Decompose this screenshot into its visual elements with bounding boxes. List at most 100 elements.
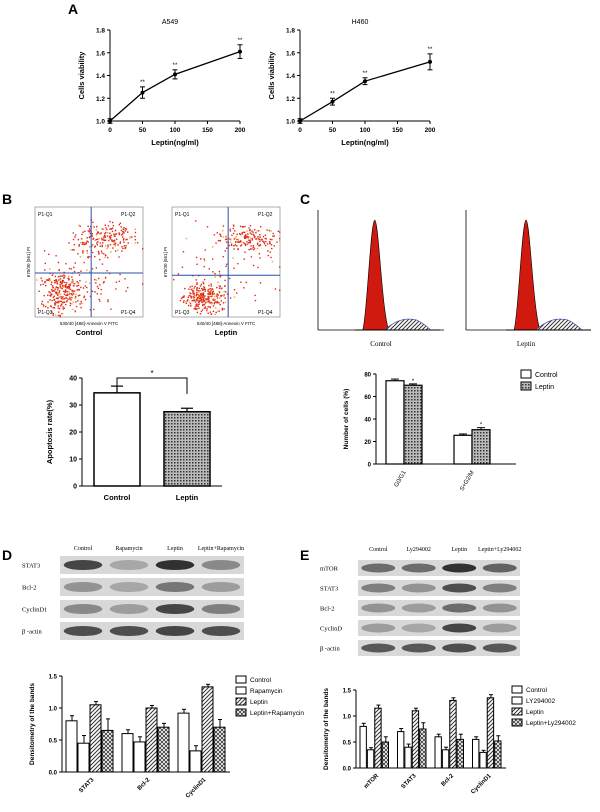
flow-event-dot [112, 247, 114, 249]
flow-event-dot [269, 242, 271, 244]
flow-event-dot [270, 230, 272, 232]
significance-mark: ** [330, 91, 335, 97]
flow-event-dot [55, 314, 57, 316]
flow-event-dot [122, 238, 125, 240]
flow-event-dot [84, 243, 87, 245]
y-tick-label: 80 [364, 373, 371, 379]
flow-event-dot [91, 268, 94, 270]
g1-peak [362, 219, 390, 331]
data-point [140, 90, 145, 95]
bar [189, 750, 202, 773]
flow-event-dot [194, 301, 197, 303]
flow-event-dot [64, 291, 66, 293]
flow-event-dot [41, 280, 43, 282]
flow-event-dot [253, 228, 256, 231]
x-tick-label: Bcl-2 [441, 773, 456, 788]
flow-event-dot [70, 268, 73, 270]
legend-swatch [235, 708, 247, 717]
flow-event-dot [126, 238, 128, 241]
flow-event-dot [80, 306, 82, 309]
flow-event-dot [269, 240, 271, 243]
legend-swatch [520, 381, 532, 391]
flow-event-dot [114, 242, 117, 245]
bar [121, 733, 134, 773]
flow-event-dot [75, 305, 78, 308]
flow-event-dot [218, 287, 221, 289]
flow-event-dot [82, 250, 84, 252]
apoptosis-bar-chart: 0 10 20 30 40 Apoptosis rate(%) Control Leptin * [45, 369, 222, 502]
flow-event-dot [66, 291, 69, 293]
flow-event-dot [47, 294, 49, 297]
y-tick-label: 0.5 [49, 739, 58, 745]
flow-event-dot [50, 283, 52, 286]
flow-event-dot [211, 258, 214, 260]
flow-event-dot [68, 293, 71, 295]
legend-swatch [235, 697, 247, 706]
flow-event-dot [199, 258, 202, 260]
flow-event-dot [259, 244, 261, 247]
flow-event-dot [57, 292, 60, 295]
flow-event-dot [263, 241, 265, 243]
flow-event-dot [57, 314, 60, 317]
flow-event-dot [89, 309, 92, 311]
flow-event-dot [77, 253, 79, 255]
flow-event-dot [98, 298, 100, 301]
flow-event-dot [94, 278, 96, 281]
flow-event-dot [269, 251, 272, 253]
flow-event-dot [241, 233, 243, 235]
flow-event-dot [198, 307, 200, 309]
x-tick-label: 150 [392, 127, 403, 134]
flow-event-dot [214, 313, 216, 316]
flow-event-dot [63, 297, 65, 300]
flow-event-dot [223, 295, 225, 297]
flow-event-dot [97, 231, 99, 233]
flow-event-dot [95, 279, 98, 281]
flow-event-dot [40, 303, 43, 305]
flow-event-dot [124, 278, 126, 280]
flow-event-dot [87, 225, 89, 228]
flow-event-dot [243, 242, 245, 244]
flow-event-dot [179, 299, 182, 302]
flow-event-dot [63, 298, 66, 300]
data-point [238, 49, 242, 54]
flow-event-dot [99, 284, 101, 286]
flow-event-dot [73, 290, 75, 292]
flow-event-dot [233, 289, 236, 291]
flow-event-dot [208, 296, 210, 298]
bar [381, 741, 389, 769]
flow-event-dot [78, 224, 80, 226]
flow-event-dot [250, 256, 253, 258]
flow-event-dot [264, 234, 267, 236]
x-tick-label: 50 [329, 127, 337, 134]
legend-swatch [511, 696, 523, 705]
flow-event-dot [89, 271, 91, 273]
flow-event-dot [270, 244, 273, 246]
flow-event-dot [249, 239, 251, 242]
flow-event-dot [244, 251, 246, 253]
flow-event-dot [50, 281, 53, 284]
flow-event-dot [105, 276, 107, 278]
flow-event-dot [121, 245, 123, 248]
flow-event-dot [68, 284, 70, 286]
flow-event-dot [253, 236, 256, 239]
flow-event-dot [212, 299, 215, 301]
flow-event-dot [240, 245, 242, 247]
flow-event-dot [83, 296, 85, 299]
histogram-group-label: Leptin [517, 340, 536, 348]
flow-event-dot [192, 296, 195, 298]
flow-event-dot [238, 241, 240, 243]
flow-event-dot [207, 305, 209, 308]
legend-label: Control [250, 677, 272, 684]
blot-strip [358, 600, 520, 616]
flow-event-dot [229, 238, 231, 240]
bar [404, 746, 412, 769]
flow-event-dot [203, 260, 206, 262]
flow-event-dot [107, 244, 109, 246]
flow-event-dot [86, 240, 88, 242]
flow-event-dot [51, 290, 54, 292]
flow-event-dot [202, 297, 205, 299]
flow-event-dot [199, 299, 201, 301]
flow-event-dot [272, 232, 274, 235]
flow-event-dot [237, 262, 239, 265]
flow-event-dot [110, 234, 112, 237]
